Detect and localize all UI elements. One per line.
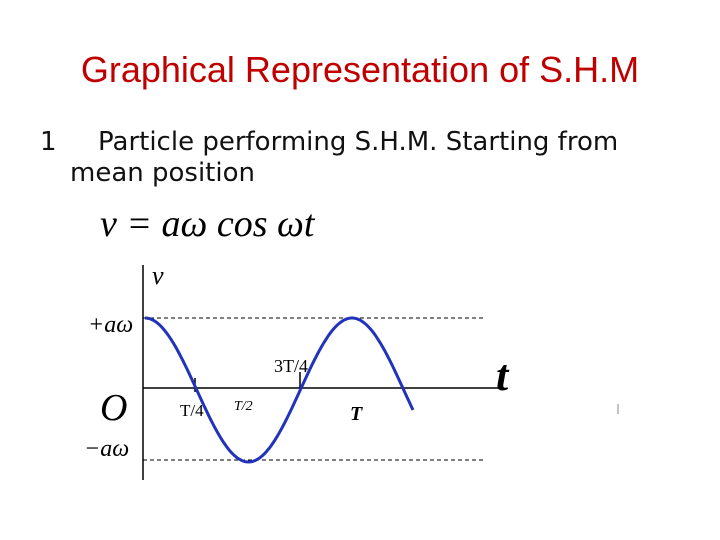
equation: v = aω cos ωt xyxy=(100,203,316,245)
origin-label: O xyxy=(100,387,127,429)
level-label: −aω xyxy=(84,436,129,462)
mark-label: T xyxy=(350,403,363,425)
graph: v t O +aω −aω T/4 T/2 3T/4 T xyxy=(84,261,619,480)
item-line: Particle performing S.H.M. Starting from xyxy=(98,127,618,157)
item-number: 1 xyxy=(40,127,57,157)
mark-label: T/4 xyxy=(180,401,204,420)
x-axis-label: t xyxy=(496,351,510,400)
level-label: +aω xyxy=(88,312,133,338)
item-line: mean position xyxy=(70,158,255,188)
mark-label: 3T/4 xyxy=(274,356,308,376)
velocity-curve xyxy=(144,316,415,464)
y-axis-label: v xyxy=(152,261,164,290)
mark-label: T/2 xyxy=(234,399,253,414)
slide-title: Graphical Representation of S.H.M xyxy=(81,49,639,90)
